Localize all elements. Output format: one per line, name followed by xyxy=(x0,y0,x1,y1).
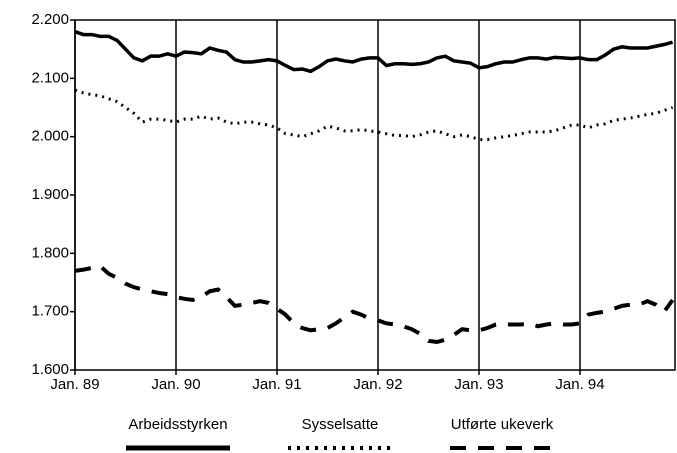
x-tick-label: Jan. 89 xyxy=(50,376,99,393)
series-line xyxy=(74,30,674,74)
x-tick-label: Jan. 94 xyxy=(555,376,604,393)
y-tick-label: 2.100 xyxy=(31,69,69,86)
legend-label: Sysselsatte xyxy=(302,416,379,433)
plot-frame xyxy=(74,19,676,371)
series-line xyxy=(74,264,675,345)
x-tick-label: Jan. 92 xyxy=(353,376,402,393)
legend-label: Utførte ukeverk xyxy=(451,416,554,433)
y-tick-label: 1.800 xyxy=(31,244,69,261)
y-tick-label: 2.200 xyxy=(31,11,69,28)
x-tick-label: Jan. 90 xyxy=(151,376,200,393)
y-tick-label: 1.600 xyxy=(31,361,69,378)
y-tick-label: 1.900 xyxy=(31,186,69,203)
legend-label: Arbeidsstyrken xyxy=(128,416,227,433)
y-tick-label: 2.000 xyxy=(31,128,69,145)
x-tick-label: Jan. 93 xyxy=(454,376,503,393)
x-tick-label: Jan. 91 xyxy=(252,376,301,393)
y-tick-label: 1.700 xyxy=(31,303,69,320)
series-line xyxy=(74,88,674,142)
